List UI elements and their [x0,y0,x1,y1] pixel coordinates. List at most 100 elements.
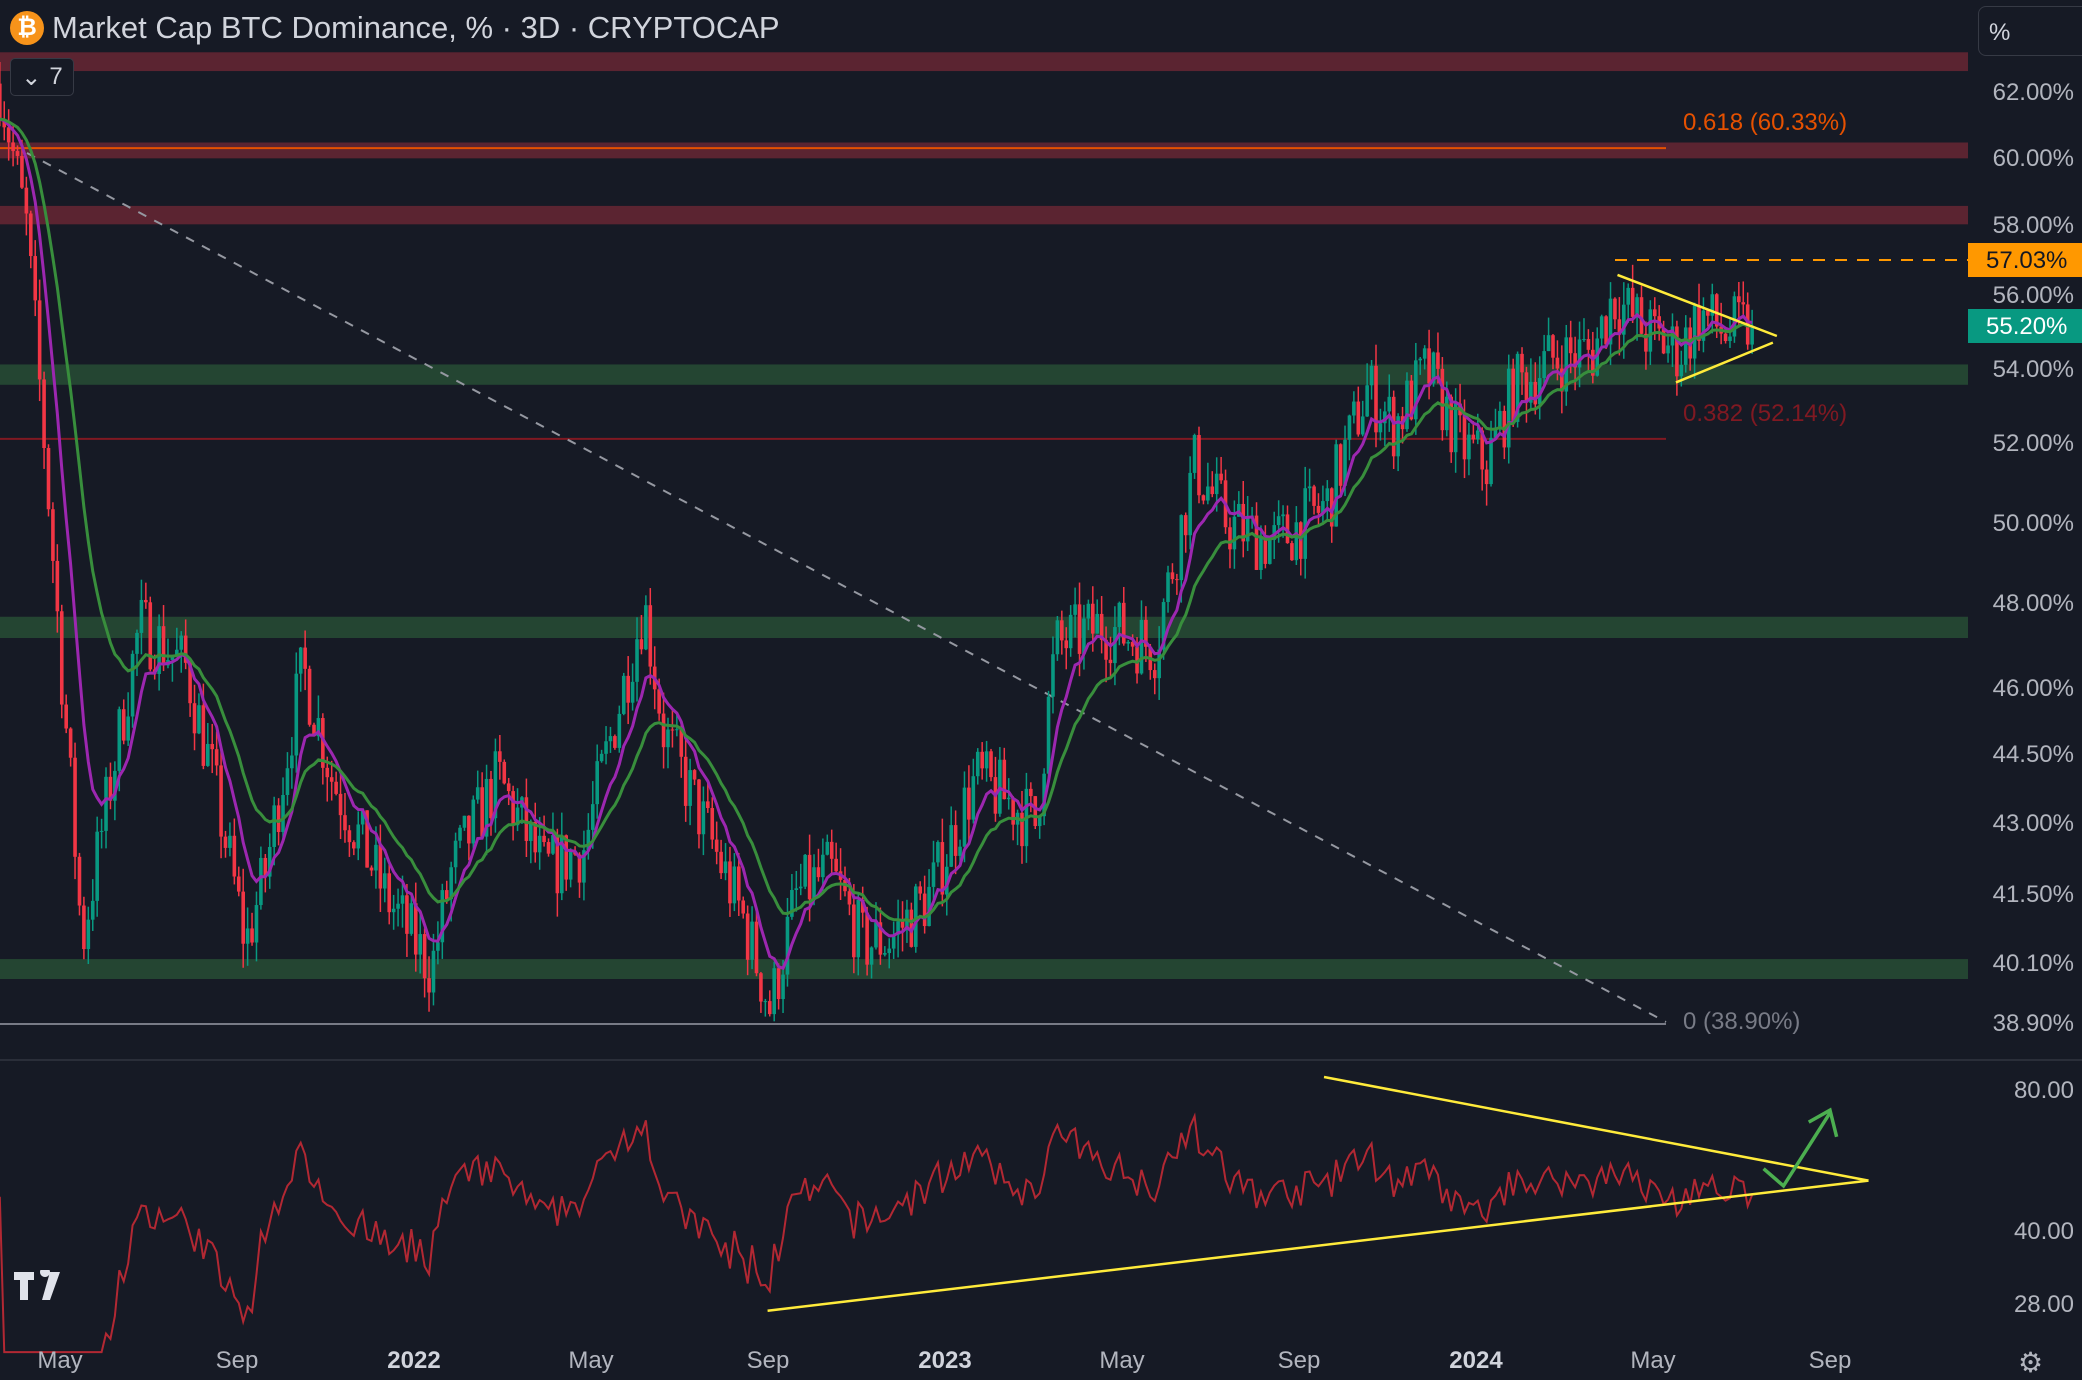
chart-title[interactable]: ₿ Market Cap BTC Dominance, % · 3D · CRY… [10,10,780,46]
fib-level-label: 0 (38.90%) [1683,1008,1801,1035]
candle-body [1290,543,1294,561]
candle-body [223,836,228,848]
indicators-count: 7 [49,63,63,90]
candle-body [1183,515,1188,536]
green-zone [0,616,1968,638]
candle-body [126,716,130,741]
candle-body [644,605,648,650]
symbol-title: Market Cap BTC Dominance, % · 3D · CRYPT… [52,10,780,45]
trend-line-dashed [26,152,1667,1023]
candle-body [263,857,268,877]
candle-body [1210,486,1215,495]
candle-body [1551,335,1555,358]
candle-body [1130,641,1135,647]
tradingview-logo-icon[interactable] [14,1270,76,1302]
candle-body [1267,539,1272,564]
candle-body [1542,351,1546,379]
candle-body [1418,358,1423,361]
candle-body [1436,352,1440,369]
candle-body [940,842,945,895]
candle-body [1577,339,1582,368]
candle-body [1126,641,1130,644]
candle-body [1635,297,1639,317]
candle-body [1068,614,1073,649]
candle-body [728,861,732,904]
candle-body [688,770,692,806]
candle-body [90,900,95,920]
time-axis-label: 2022 [387,1347,441,1374]
candle-body [860,899,865,913]
candle-body [254,905,259,943]
candle-body [710,808,715,840]
time-axis-label: May [1099,1347,1145,1374]
candle-body [1188,472,1192,536]
candle-body [1232,516,1237,550]
candle-body [1414,360,1418,420]
candle-body [1648,309,1653,352]
candle-body [449,867,453,900]
candle-body [1493,427,1498,438]
candle-body [1383,411,1387,424]
candle-body [1037,816,1042,827]
candle-body [228,835,232,848]
candle-body [95,831,99,901]
candle-body [1219,473,1223,481]
candle-body [568,851,573,880]
candle-body [1347,415,1352,440]
red-zone [0,52,1968,72]
candle-body [1254,515,1259,570]
candle-body [1365,385,1369,417]
candle-body [847,891,852,905]
candle-body [121,709,126,741]
candle-body [37,300,42,380]
candle-body [436,942,440,951]
candle-body [1321,501,1325,513]
candle-body [1453,403,1458,453]
candle-body [953,825,958,856]
candle-body [750,921,754,960]
rsi-line [0,1112,1754,1354]
candle-body [524,797,529,841]
candle-body [1263,537,1268,564]
candle-body [1166,572,1170,603]
candle-body [891,934,896,949]
time-axis-label: Sep [1277,1347,1321,1374]
candle-body [613,736,617,748]
time-axis-label: May [1630,1347,1676,1374]
candle-body [922,893,927,927]
indicators-toggle-button[interactable]: ⌄ 7 [10,58,74,96]
candle-body [46,447,51,510]
candle-body [1161,602,1166,650]
candle-body [1679,364,1684,377]
candle-body [1343,439,1347,486]
price-axis-label: 40.10% [1992,950,2074,977]
candle-body [462,815,467,828]
candle-body [1099,613,1104,640]
candle-body [1422,348,1427,359]
time-axis-label: 2024 [1449,1347,1503,1374]
candle-body [1697,305,1701,341]
candle-body [1206,486,1210,501]
scale-mode-button[interactable]: % [1978,6,2082,56]
candle-body [927,886,931,927]
rsi-triangle-line [1323,1075,1869,1182]
candle-body [1360,416,1365,435]
candle-body [219,765,223,837]
candle-body [1303,488,1307,559]
candle-body [1002,759,1007,800]
candle-body [1121,602,1126,644]
candle-body [232,835,237,877]
settings-gear-icon[interactable]: ⚙ [2018,1347,2044,1378]
candle-body [369,867,374,871]
candle-body [546,842,551,854]
candle-body [1617,319,1622,335]
candle-body [1104,639,1108,660]
candle-body [714,839,719,852]
green-zone [0,364,1968,385]
candle-body [1728,336,1732,342]
candle-body [621,675,626,714]
time-axis-label: Sep [215,1347,259,1374]
candle-body [816,867,821,878]
candle-body [374,844,378,871]
